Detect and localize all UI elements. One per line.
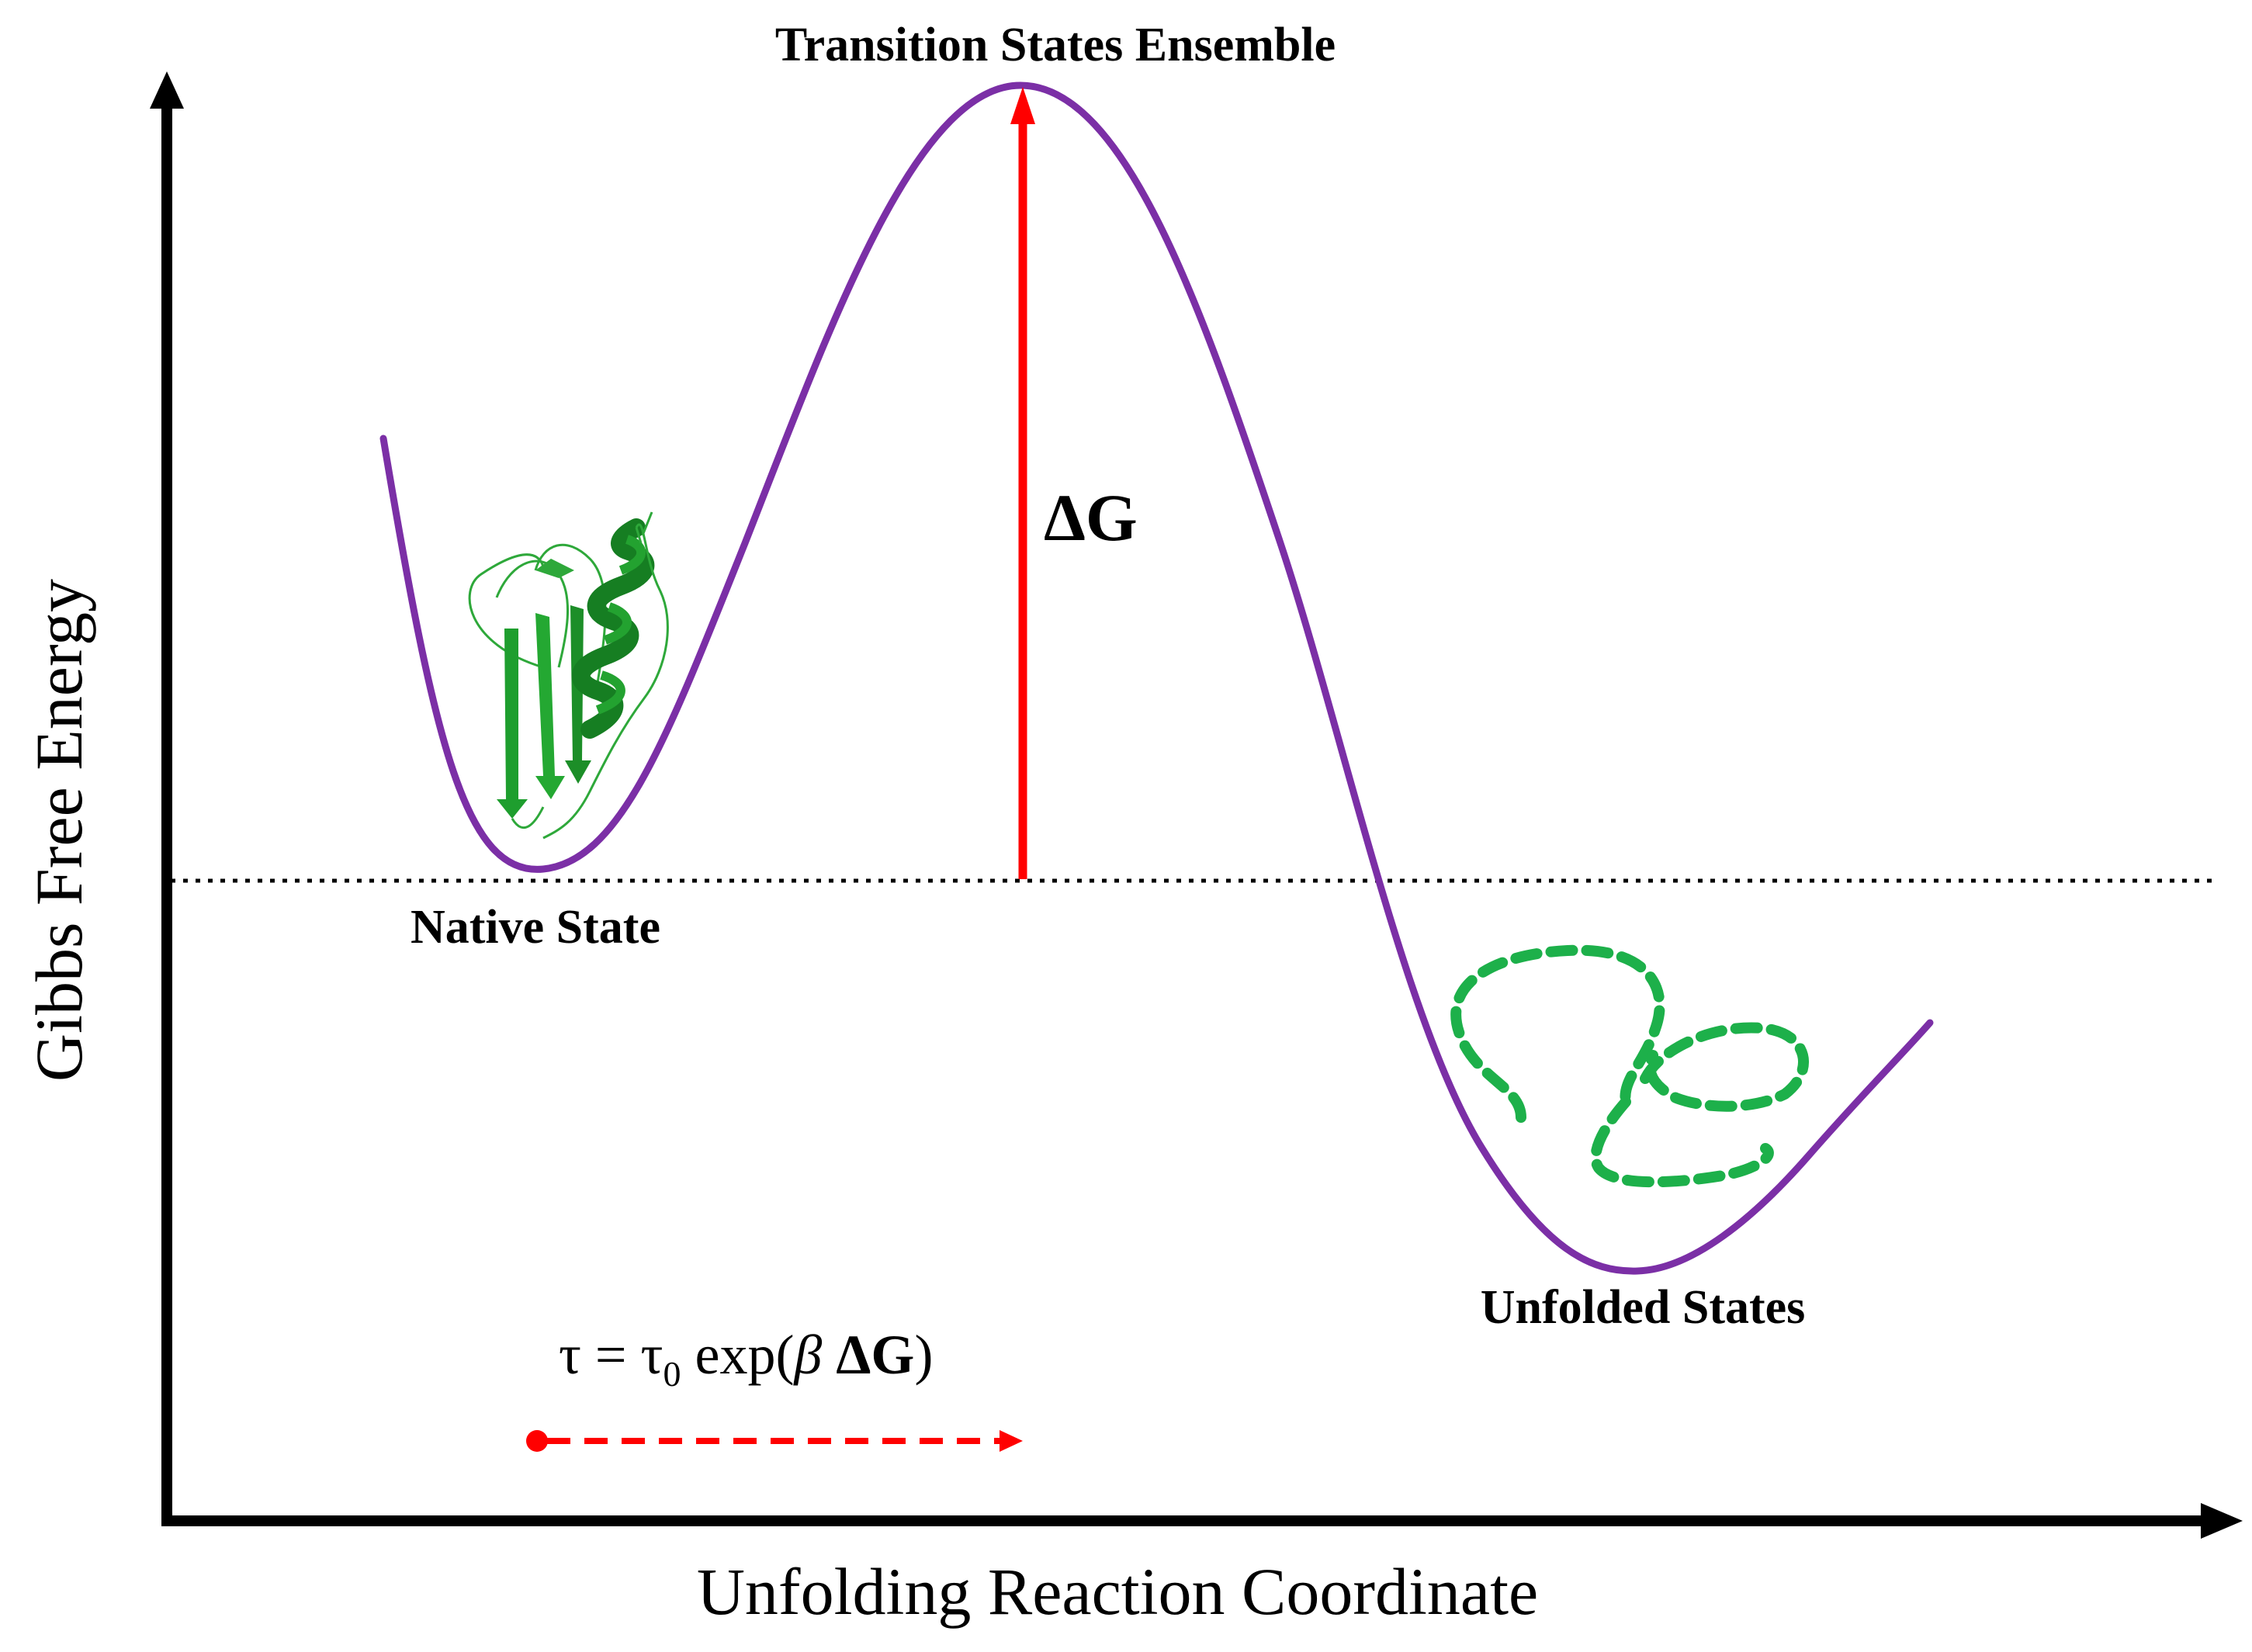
equation-close: ) [914, 1324, 933, 1386]
equation-subscript: 0 [663, 1354, 681, 1394]
x-axis-label: Unfolding Reaction Coordinate [697, 1554, 1538, 1629]
equation-func: exp( [681, 1324, 794, 1386]
folded-protein-ribbon-icon [468, 511, 669, 840]
x-axis-arrowhead [2201, 1503, 2243, 1539]
unfolded-states-label: Unfolded States [1481, 1281, 1806, 1334]
equation-beta: β [792, 1324, 822, 1386]
unfolded-chain-icon [1450, 944, 1809, 1188]
native-state-label: Native State [411, 901, 660, 954]
rate-equation: τ = τ0 exp(β ΔG) [559, 1324, 933, 1394]
barrier-arrow [1010, 87, 1035, 879]
transition-states-label: Transition States Ensemble [775, 19, 1336, 71]
delta-g-label: ΔG [1044, 480, 1138, 555]
equation-delta-g: ΔG [836, 1324, 914, 1386]
equation-lhs: τ = τ [559, 1324, 663, 1386]
y-axis-label: Gibbs Free Energy [22, 579, 96, 1082]
free-energy-curve [379, 81, 1934, 1275]
y-axis-arrowhead [150, 71, 184, 109]
time-arrow [526, 1430, 1023, 1452]
equation-space [822, 1324, 836, 1386]
axes [150, 71, 2243, 1539]
